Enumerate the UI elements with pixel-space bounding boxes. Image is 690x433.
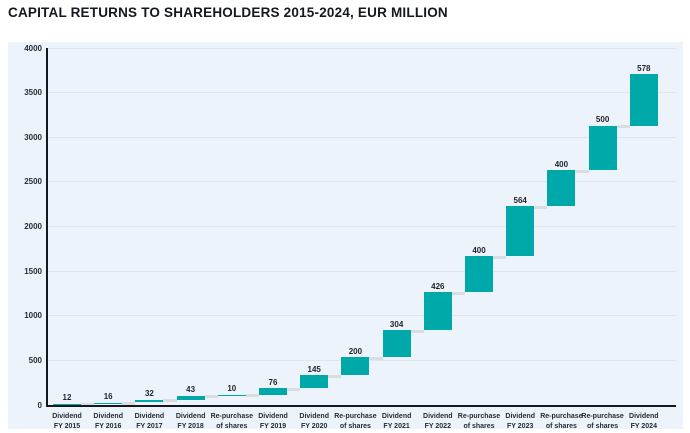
x-category-label: Dividend FY 2021 [381,413,412,430]
bar-value-label: 32 [144,389,154,399]
x-category-label: Dividend FY 2020 [299,413,329,430]
waterfall-bar [259,388,287,395]
step-connector [204,395,218,399]
y-tick-label: 1500 [24,266,42,276]
bar-value-label: 10 [227,384,237,394]
bar-value-label: 400 [554,159,569,169]
step-connector [163,399,177,403]
waterfall-bar [547,170,576,207]
bar-value-label: 16 [103,392,113,401]
step-connector [328,374,342,378]
gridline-1500 [48,270,676,272]
waterfall-bar [300,375,329,389]
plot-area: 0 500 1000 1500 2000 2500 3000 3500 4000 12 16 32 4… [24,44,676,430]
chart-title: CAPITAL RETURNS TO SHAREHOLDERS 2015-202… [8,5,448,20]
bar-value-label: 43 [186,385,196,395]
step-connector [575,169,589,173]
waterfall-bar [423,292,452,331]
waterfall-bar [217,394,246,397]
bar-value-label: 564 [513,195,527,205]
y-tick-label: 500 [28,355,42,365]
bar-value-label: 76 [268,377,278,387]
waterfall-bar [465,256,493,293]
x-category-label: Dividend FY 2024 [629,413,659,430]
bar-value-label: 304 [389,319,404,329]
waterfall-bar [382,330,411,358]
gridline-2000 [48,226,676,227]
bar-value-label: 578 [637,63,651,73]
waterfall-bar [53,403,81,406]
x-category-label: Dividend FY 2018 [175,413,206,430]
y-tick-label: 3000 [24,132,42,142]
bar-value-label: 400 [472,245,486,255]
y-tick-label: 1000 [24,311,42,321]
step-connector [616,125,630,129]
y-axis-line [46,48,48,407]
y-tick-label: 3500 [24,88,42,98]
gridline-3000 [48,136,676,138]
waterfall-bar [94,402,123,404]
waterfall-bar [176,395,205,400]
step-connector [245,394,259,398]
gridline-1000 [48,315,676,317]
waterfall-bar [629,74,658,126]
waterfall-bar [135,399,164,403]
gridline-3500 [48,92,676,94]
step-connector [493,255,507,259]
x-category-label: Dividend FY 2016 [93,413,123,430]
y-tick-label: 2000 [24,222,42,231]
step-connector [122,402,136,405]
y-tick-label: 2500 [24,177,42,187]
step-connector [369,356,383,360]
step-connector [410,329,424,333]
x-category-label: Re-purchase of shares [210,413,253,430]
bar-value-label: 500 [595,115,610,125]
x-category-label: Dividend FY 2023 [505,413,535,430]
x-category-label: Re-purchase of shares [457,413,501,430]
bar-value-label: 426 [431,281,445,291]
bar-value-label: 145 [307,364,321,374]
x-axis-line [46,405,676,407]
step-connector [451,291,465,295]
gridline-2500 [48,181,676,183]
bar-value-label: 12 [62,393,72,403]
waterfall-bar [506,206,535,257]
x-category-label: Dividend FY 2022 [423,413,453,430]
gridline-4000 [48,47,676,49]
bar-value-label: 200 [348,346,363,356]
x-category-label: Dividend FY 2019 [258,413,288,430]
waterfall-bar [588,125,617,171]
waterfall-bar [341,357,370,376]
x-category-label: Re-purchase of shares [540,413,583,430]
x-category-label: Dividend FY 2015 [52,413,82,430]
x-category-label: Re-purchase of shares [581,413,624,430]
x-category-label: Dividend FY 2017 [134,413,165,430]
y-tick-label: 4000 [24,43,42,53]
x-category-label: Re-purchase of shares [334,413,377,430]
chart-panel: 0 500 1000 1500 2000 2500 3000 3500 4000 12 16 32 4… [8,42,683,430]
step-connector [81,403,95,407]
step-connector [287,387,301,391]
step-connector [534,205,548,209]
y-tick-label: 0 [37,400,42,410]
